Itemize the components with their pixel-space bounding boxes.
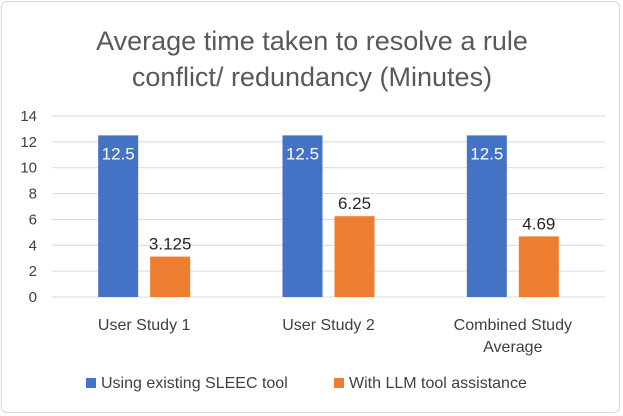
y-tick-label-10: 10 <box>20 160 37 177</box>
legend-swatch-series1 <box>86 378 96 388</box>
data-label-series1-cat1: 12.5 <box>102 144 135 163</box>
y-tick-label-8: 8 <box>29 186 37 203</box>
legend-label-series2: With LLM tool assistance <box>349 375 527 392</box>
y-tick-label-2: 2 <box>29 263 37 280</box>
data-label-series1-cat3: 12.5 <box>470 144 503 163</box>
x-category-label-3-line-2: Average <box>483 339 542 356</box>
chart-title-line-2: conflict/ redundancy (Minutes) <box>132 62 492 92</box>
bar-series2-cat2 <box>334 216 375 297</box>
bar-series1-cat2 <box>282 135 323 297</box>
y-tick-label-4: 4 <box>29 237 37 254</box>
data-label-series2-cat1: 3.125 <box>149 235 192 254</box>
y-tick-label-14: 14 <box>20 108 37 125</box>
y-tick-label-0: 0 <box>29 289 37 306</box>
x-category-label-2-line-1: User Study 2 <box>282 317 375 334</box>
legend-swatch-series2 <box>334 378 344 388</box>
bar-series1-cat1 <box>98 135 139 297</box>
y-tick-label-6: 6 <box>29 211 37 228</box>
bar-series2-cat1 <box>150 256 191 297</box>
x-category-label-1-line-1: User Study 1 <box>98 317 191 334</box>
data-label-series2-cat2: 6.25 <box>338 194 371 213</box>
bar-series1-cat3 <box>466 135 507 297</box>
data-label-series1-cat2: 12.5 <box>286 144 319 163</box>
chart-title-line-1: Average time taken to resolve a rule <box>96 26 528 56</box>
bar-series2-cat3 <box>518 236 559 297</box>
x-category-label-3-line-1: Combined Study <box>454 317 572 334</box>
data-label-series2-cat3: 4.69 <box>522 214 555 233</box>
y-tick-label-12: 12 <box>20 134 37 151</box>
legend-label-series1: Using existing SLEEC tool <box>101 375 288 392</box>
